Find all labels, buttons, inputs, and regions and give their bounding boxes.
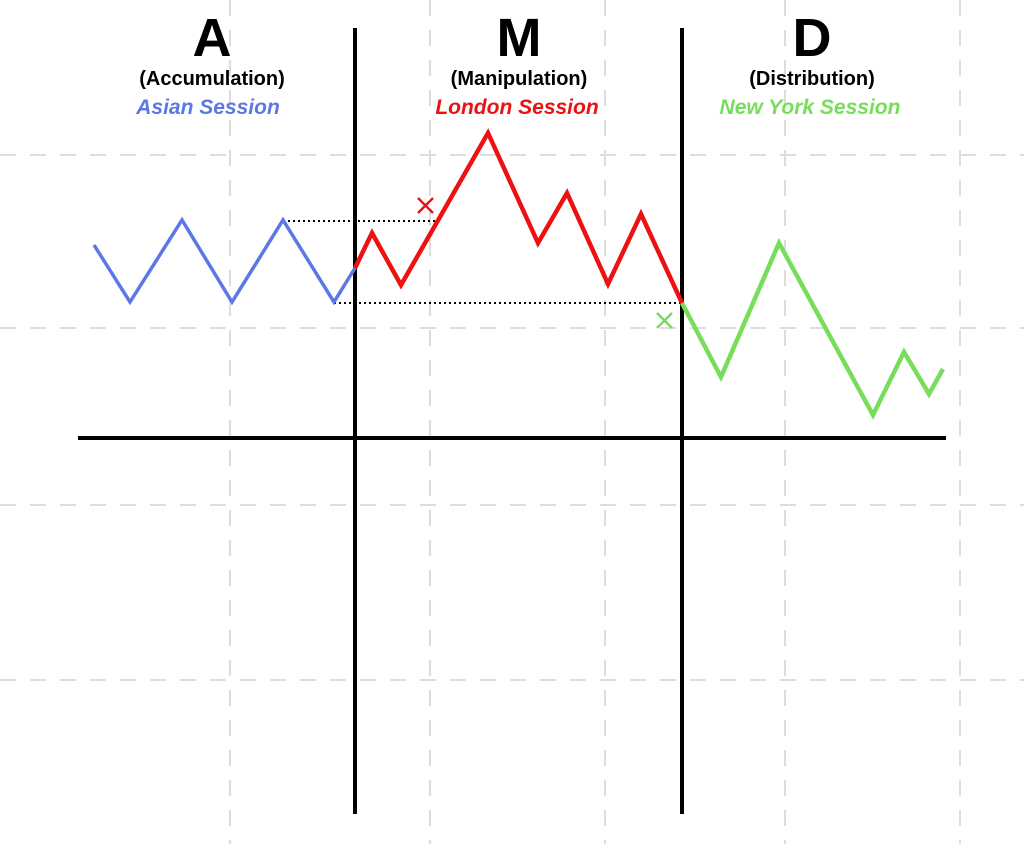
section-phase-manipulation: (Manipulation) bbox=[451, 68, 588, 90]
section-phase-accumulation: (Accumulation) bbox=[139, 68, 285, 90]
section-letter-accumulation: A bbox=[193, 8, 232, 68]
section-phase-distribution: (Distribution) bbox=[749, 68, 875, 90]
accumulation-price-path bbox=[92, 216, 357, 306]
section-accumulation: A (Accumulation) Asian Session bbox=[135, 8, 285, 119]
stop-hunt-high-marker bbox=[417, 197, 434, 214]
section-letter-manipulation: M bbox=[497, 8, 542, 68]
section-letter-distribution: D bbox=[793, 8, 832, 68]
section-session-distribution: New York Session bbox=[720, 96, 901, 119]
range-lines bbox=[283, 220, 682, 304]
section-manipulation: M (Manipulation) London Session bbox=[435, 8, 598, 119]
manipulation-price-path bbox=[352, 128, 685, 304]
liquidity-sweep-low-marker bbox=[656, 312, 673, 329]
axes bbox=[78, 28, 946, 814]
section-distribution: D (Distribution) New York Session bbox=[720, 8, 901, 119]
section-session-manipulation: London Session bbox=[435, 96, 598, 119]
section-session-accumulation: Asian Session bbox=[135, 96, 280, 119]
distribution-price-path bbox=[680, 237, 945, 420]
